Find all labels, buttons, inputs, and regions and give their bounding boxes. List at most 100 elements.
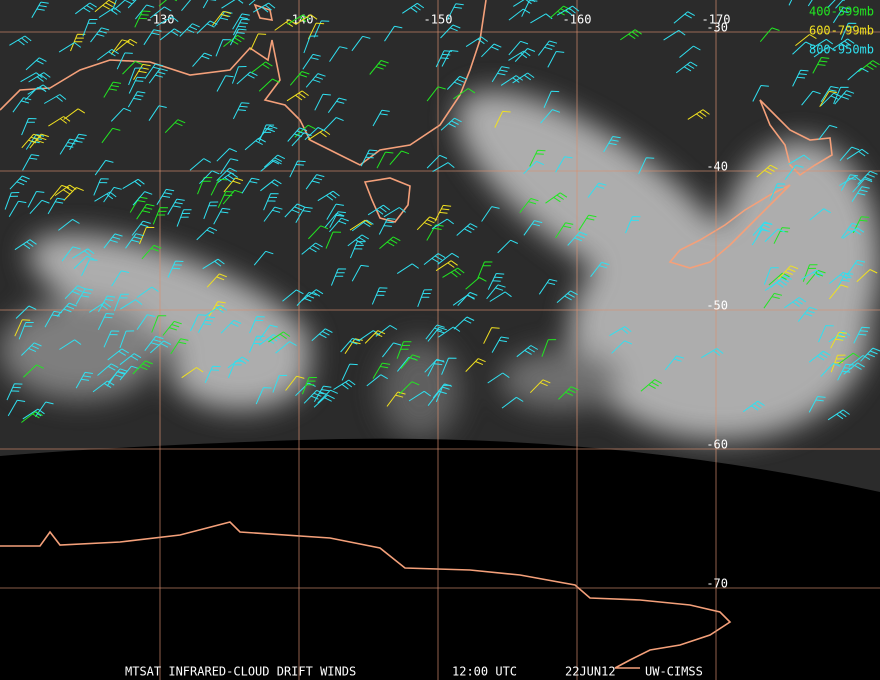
wind-barb (295, 14, 318, 26)
wind-barb (382, 342, 402, 358)
wind-barb (97, 313, 115, 331)
wind-barb (9, 35, 32, 46)
wind-barb (25, 57, 47, 71)
wind-barb (263, 193, 279, 211)
wind-barb (49, 184, 70, 200)
wind-barb (456, 223, 478, 236)
footer-text: 12:00 UTC (452, 665, 517, 679)
wind-barb (275, 341, 297, 354)
wind-barb (9, 175, 30, 190)
wind-barb (376, 151, 394, 169)
wind-barb (113, 293, 129, 312)
wind-barb (481, 206, 500, 222)
wind-barb (530, 13, 553, 24)
wind-barb (764, 228, 786, 242)
wind-barb (389, 150, 410, 166)
wind-barb (196, 226, 218, 241)
wind-barb (170, 338, 189, 355)
wind-barb (203, 201, 219, 220)
wind-barb (396, 341, 412, 359)
wind-barb (379, 236, 401, 249)
wind-barb (434, 204, 452, 222)
wind-barb (423, 253, 446, 265)
wind-barb (360, 149, 378, 167)
wind-barb (807, 0, 813, 7)
footer: MTSAT INFRARED-CLOUD DRIFT WINDS 12:00 UT… (125, 665, 703, 679)
earth-disk (0, 0, 880, 492)
wind-barb (255, 387, 272, 405)
wind-barb (829, 284, 849, 300)
wind-barb (148, 105, 167, 121)
wind-barb (136, 203, 155, 220)
wind-barb (27, 84, 50, 95)
wind-barb (122, 178, 145, 190)
wind-barb (477, 261, 493, 279)
wind-barb (136, 286, 159, 298)
wind-barb (220, 319, 242, 334)
wind-barb (427, 326, 447, 342)
wind-barb (384, 25, 403, 42)
wind-barb (179, 23, 200, 37)
wind-barb (427, 359, 445, 377)
wind-barb (127, 0, 137, 9)
wind-barb (432, 383, 453, 399)
latitude-label: -50 (706, 299, 728, 313)
wind-barb (82, 19, 98, 37)
wind-barb (587, 182, 607, 198)
wind-barb (192, 52, 213, 67)
wind-barb (329, 46, 348, 62)
wind-barb (110, 39, 130, 55)
wind-barb (364, 330, 386, 344)
longitude-label: -150 (424, 13, 453, 27)
legend-entry: 400-599mb (809, 5, 874, 19)
longitude-label: -140 (285, 13, 314, 27)
wind-barb (295, 206, 313, 224)
wind-barb (442, 267, 465, 278)
wind-barb (529, 149, 546, 167)
wind-barb (304, 127, 326, 141)
wind-barb (664, 355, 685, 371)
wind-barb (529, 379, 551, 394)
wind-barb (441, 357, 457, 375)
wind-barb (21, 411, 43, 423)
wind-barb (759, 27, 780, 43)
wind-barb (250, 61, 273, 74)
wind-barb (58, 42, 82, 53)
wind-barb (282, 289, 304, 302)
wind-barb (120, 299, 143, 310)
wind-barb (54, 184, 77, 197)
wind-barb (249, 316, 265, 334)
wind-barb (372, 362, 391, 379)
wind-barb (841, 222, 860, 239)
longitude-label: -170 (702, 13, 731, 27)
wind-barb (344, 338, 363, 354)
wind-barb (141, 244, 162, 260)
legend-entry: 600-799mb (809, 24, 874, 38)
wind-barb (402, 2, 425, 14)
wind-barb (133, 63, 151, 81)
wind-barb (29, 199, 50, 215)
wind-barb (453, 316, 475, 330)
wind-barb (56, 302, 77, 317)
wind-barb (313, 394, 335, 408)
australia-coast (0, 0, 487, 166)
wind-barb (232, 13, 250, 30)
wind-barb (486, 284, 506, 300)
wind-barb (222, 189, 243, 205)
wind-barb (846, 259, 866, 276)
wind-barb (176, 209, 192, 227)
antarctica-coast (0, 521, 732, 669)
wind-barb (673, 11, 695, 24)
wind-barb (801, 90, 821, 106)
wind-barb (216, 148, 238, 162)
wind-barb (196, 20, 218, 34)
wind-barb (372, 109, 390, 127)
wind-barb (213, 207, 231, 225)
wind-barb (43, 94, 67, 104)
wind-barb (164, 119, 186, 134)
wind-barb (103, 186, 122, 203)
wind-barb (852, 178, 873, 193)
wind-barb (820, 362, 841, 377)
wind-barb (220, 158, 239, 175)
wind-barb (833, 86, 849, 104)
